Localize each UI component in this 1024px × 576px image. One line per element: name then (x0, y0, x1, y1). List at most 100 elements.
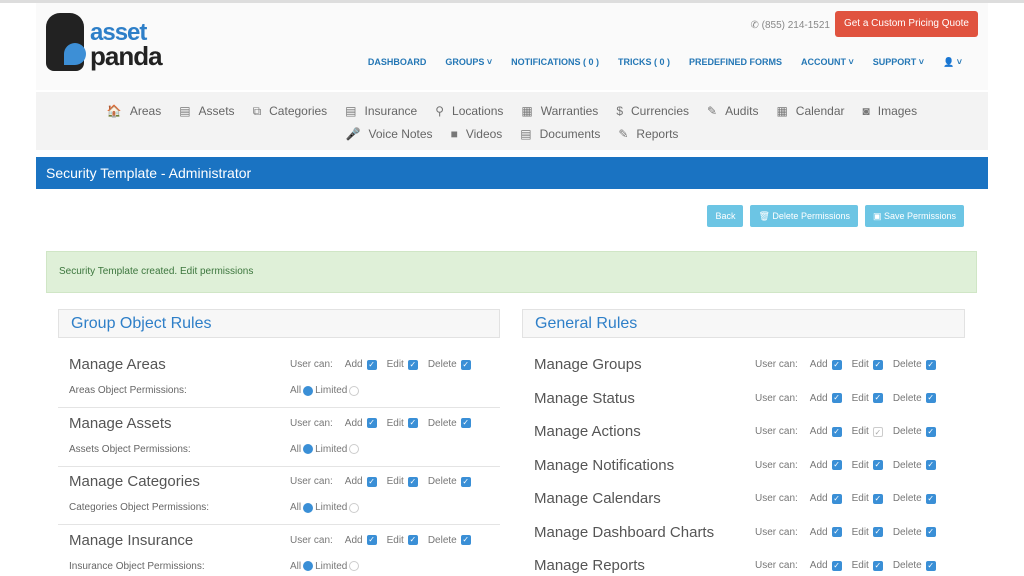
delete-checkbox[interactable]: ✓ (460, 418, 471, 428)
delete-label: Delete (427, 534, 457, 546)
edit-checkbox[interactable]: ✓ (407, 359, 418, 370)
module-link-videos[interactable]: ■ Videos (451, 127, 503, 141)
edit-checkbox[interactable]: ✓ (872, 393, 883, 403)
edit-label: Edit (851, 392, 869, 404)
delete-checkbox[interactable]: ✓ (925, 527, 936, 537)
delete-permissions-button[interactable]: 🗑 Delete Permissions (750, 205, 858, 227)
add-checkbox[interactable]: ✓ (831, 560, 842, 571)
back-button[interactable]: Back (707, 205, 744, 227)
module-link-areas[interactable]: 🏠 Areas (107, 104, 161, 119)
all-radio[interactable] (303, 385, 314, 396)
edit-checkbox[interactable]: ✓ (872, 493, 883, 504)
module-label: Videos (465, 127, 503, 141)
calendar-icon: ▦ (776, 104, 788, 118)
nav-item[interactable]: GROUPS ˅ (445, 57, 493, 67)
add-checkbox[interactable]: ✓ (831, 460, 842, 470)
user-can-permissions: User can: Add ✓ Edit ✓ Delete ✓ (755, 460, 942, 471)
module-link-images[interactable]: ◙ Images (863, 104, 918, 119)
phone-text: (855) 214-1521 (761, 20, 830, 31)
all-label: All (290, 502, 302, 513)
save-permissions-button[interactable]: ▣ Save Permissions (864, 205, 964, 227)
quote-button[interactable]: Get a Custom Pricing Quote (834, 11, 978, 37)
nav-item[interactable]: SUPPORT ˅ (872, 57, 925, 67)
delete-checkbox[interactable]: ✓ (460, 476, 471, 487)
row-divider (58, 524, 500, 525)
add-checkbox[interactable]: ✓ (366, 535, 377, 545)
nav-item[interactable]: ACCOUNT ˅ (801, 57, 854, 67)
delete-checkbox[interactable]: ✓ (925, 560, 936, 571)
video-icon: ■ (450, 127, 458, 141)
module-label: Voice Notes (368, 127, 433, 141)
add-checkbox[interactable]: ✓ (366, 359, 377, 370)
user-can-permissions: User can: Add ✓ Edit ✓ Delete ✓ (290, 418, 477, 429)
edit-checkbox[interactable]: ✓ (872, 426, 883, 437)
add-checkbox[interactable]: ✓ (366, 476, 377, 487)
delete-checkbox[interactable]: ✓ (925, 493, 936, 504)
module-link-currencies[interactable]: $ Currencies (616, 104, 689, 119)
nav-item[interactable]: NOTIFICATIONS ( 0 ) (511, 57, 599, 67)
rule-name: Manage Areas (69, 356, 166, 373)
save-icon: ▣ (872, 211, 884, 221)
scope-radio-group: All Limited (290, 561, 360, 572)
module-link-reports[interactable]: ✎ Reports (618, 127, 678, 141)
delete-checkbox[interactable]: ✓ (925, 393, 936, 403)
nav-item[interactable]: 👤 ˅ (943, 57, 962, 67)
edit-checkbox[interactable]: ✓ (407, 476, 418, 487)
limited-radio[interactable] (349, 444, 360, 454)
nav-item[interactable]: TRICKS ( 0 ) (617, 57, 670, 67)
edit-checkbox[interactable]: ✓ (872, 460, 883, 470)
edit-icon: ✎ (707, 104, 718, 118)
module-link-insurance[interactable]: ▤ Insurance (345, 104, 417, 119)
module-label: Warranties (540, 104, 599, 118)
limited-radio[interactable] (349, 561, 360, 571)
module-link-assets[interactable]: ▤ Assets (179, 104, 234, 119)
edit-checkbox[interactable]: ✓ (872, 527, 883, 537)
add-checkbox[interactable]: ✓ (831, 426, 842, 437)
limited-radio[interactable] (349, 385, 360, 396)
trash-icon: 🗑 (758, 211, 773, 221)
delete-checkbox[interactable]: ✓ (925, 426, 936, 437)
list-icon: ▦ (521, 104, 533, 118)
all-radio[interactable] (303, 444, 314, 454)
add-checkbox[interactable]: ✓ (831, 359, 842, 370)
limited-radio[interactable] (349, 502, 360, 513)
module-link-categories[interactable]: ⧉ Categories (253, 104, 328, 119)
delete-checkbox[interactable]: ✓ (925, 359, 936, 370)
add-checkbox[interactable]: ✓ (831, 393, 842, 403)
object-permissions-label: Areas Object Permissions: (69, 385, 187, 396)
edit-label: Edit (851, 560, 869, 571)
delete-checkbox[interactable]: ✓ (460, 359, 471, 370)
module-label: Locations (452, 104, 504, 118)
module-link-documents[interactable]: ▤ Documents (520, 127, 600, 141)
asset-panda-logo[interactable]: asset panda (46, 13, 166, 75)
phone-icon: ✆ (750, 20, 762, 31)
user-can-label: User can: (290, 417, 333, 429)
delete-checkbox[interactable]: ✓ (460, 535, 471, 545)
edit-checkbox[interactable]: ✓ (872, 359, 883, 370)
all-radio[interactable] (303, 502, 314, 513)
add-checkbox[interactable]: ✓ (366, 418, 377, 428)
all-radio[interactable] (303, 561, 314, 571)
edit-checkbox[interactable]: ✓ (872, 560, 883, 571)
general-rules-heading: General Rules (522, 309, 965, 338)
rule-name: Manage Assets (69, 414, 172, 432)
main-nav: DASHBOARD GROUPS ˅ NOTIFICATIONS ( 0 ) TRIC… (368, 57, 962, 68)
user-can-label: User can: (755, 526, 798, 538)
add-checkbox[interactable]: ✓ (831, 527, 842, 537)
object-permissions-label: Insurance Object Permissions: (69, 560, 205, 572)
edit-checkbox[interactable]: ✓ (407, 535, 418, 545)
edit-label: Edit (386, 476, 404, 487)
module-link-locations[interactable]: ⚲ Locations (435, 104, 503, 119)
nav-item[interactable]: PREDEFINED FORMS (688, 57, 782, 67)
nav-item[interactable]: DASHBOARD (367, 57, 427, 67)
user-can-permissions: User can: Add ✓ Edit ✓ Delete ✓ (290, 359, 477, 370)
module-link-calendar[interactable]: ▦ Calendar (776, 104, 844, 119)
module-link-audits[interactable]: ✎ Audits (707, 104, 758, 119)
add-checkbox[interactable]: ✓ (831, 493, 842, 504)
edit-label: Edit (851, 426, 869, 437)
module-link-voice-notes[interactable]: 🎤 Voice Notes (346, 127, 433, 141)
module-link-warranties[interactable]: ▦ Warranties (521, 104, 598, 119)
edit-checkbox[interactable]: ✓ (407, 418, 418, 428)
delete-checkbox[interactable]: ✓ (925, 460, 936, 470)
add-label: Add (344, 476, 363, 487)
